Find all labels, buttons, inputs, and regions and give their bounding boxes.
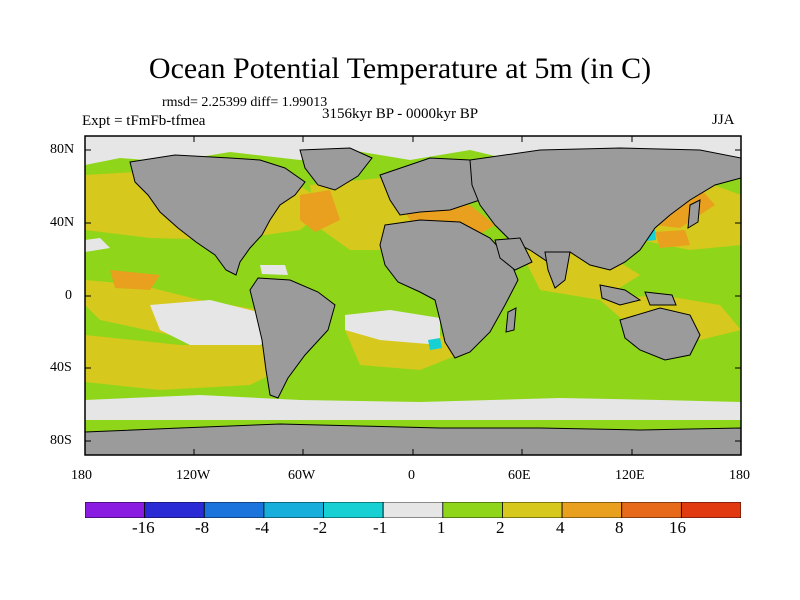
colorbar-label-minus4: -4 xyxy=(255,518,270,537)
colorbar-label-4: 4 xyxy=(556,518,565,537)
colorbar-swatch-10 xyxy=(680,502,741,518)
lon-label-120w: 120W xyxy=(176,468,211,483)
lat-label-80n: 80N xyxy=(50,142,75,157)
colorbar-label-2: 2 xyxy=(496,518,505,537)
lat-label-40s: 40S xyxy=(50,360,72,375)
lat-tick-marks xyxy=(85,149,741,442)
colorbar-label-minus2: -2 xyxy=(313,518,328,537)
colorbar-label-minus16: -16 xyxy=(132,518,155,537)
colorbar-label-1: 1 xyxy=(437,518,446,537)
colorbar-label-16: 16 xyxy=(669,518,686,537)
colorbar-swatch-6 xyxy=(442,502,503,518)
lon-label-60e: 60E xyxy=(508,468,531,483)
period-label: 3156kyr BP - 0000kyr BP xyxy=(322,106,479,122)
lon-label-0: 0 xyxy=(408,468,415,483)
lon-label-180e: 180 xyxy=(729,468,750,483)
colorbar-label-minus8: -8 xyxy=(195,518,210,537)
colorbar-swatch-0 xyxy=(85,502,146,518)
colorbar-swatch-9 xyxy=(621,502,682,518)
lon-label-180w: 180 xyxy=(71,468,92,483)
season-label: JJA xyxy=(712,112,735,128)
colorbar-swatch-8 xyxy=(561,502,623,518)
lat-label-0: 0 xyxy=(65,288,72,303)
lon-label-120e: 120E xyxy=(615,468,645,483)
colorbar-swatch-3 xyxy=(263,502,324,518)
colorbar-swatch-1 xyxy=(144,502,205,518)
colorbar-label-8: 8 xyxy=(615,518,624,537)
colorbar-swatch-5 xyxy=(382,502,444,518)
rmsd-diff-stats: rmsd= 2.25399 diff= 1.99013 xyxy=(162,95,328,110)
lon-tick-marks xyxy=(193,136,633,455)
map-plot-area xyxy=(84,135,742,456)
colorbar-swatch-2 xyxy=(203,502,265,518)
chart-title: Ocean Potential Temperature at 5m (in C) xyxy=(148,52,652,85)
experiment-label: Expt = tFmFb-tfmea xyxy=(82,113,206,129)
lon-label-60w: 60W xyxy=(288,468,316,483)
lat-label-40n: 40N xyxy=(50,215,75,230)
colorbar xyxy=(85,502,741,518)
lat-label-80s: 80S xyxy=(50,433,72,448)
colorbar-swatch-7 xyxy=(502,502,563,518)
colorbar-label-minus1: -1 xyxy=(373,518,388,537)
colorbar-swatch-4 xyxy=(323,502,384,518)
land-masses xyxy=(84,147,742,456)
